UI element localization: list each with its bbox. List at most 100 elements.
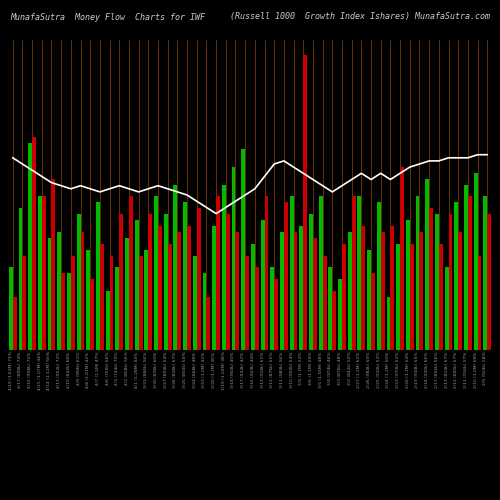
Bar (110, 256, 114, 350)
Bar (420, 232, 424, 350)
Text: MunafaSutra  Money Flow  Charts for IWF: MunafaSutra Money Flow Charts for IWF (10, 12, 205, 22)
Bar (304, 55, 307, 350)
Bar (212, 226, 216, 350)
Bar (284, 202, 288, 350)
Bar (400, 167, 404, 350)
Bar (280, 232, 284, 350)
Bar (386, 297, 390, 350)
Bar (444, 268, 448, 350)
Bar (32, 138, 36, 350)
Bar (439, 244, 442, 350)
Bar (371, 273, 375, 350)
Bar (129, 196, 133, 350)
Bar (38, 196, 42, 350)
Bar (61, 273, 65, 350)
Bar (22, 256, 26, 350)
Bar (342, 244, 346, 350)
Bar (96, 202, 100, 350)
Bar (322, 256, 326, 350)
Bar (222, 184, 226, 350)
Bar (236, 232, 240, 350)
Bar (80, 232, 84, 350)
Bar (232, 167, 235, 350)
Bar (290, 196, 294, 350)
Bar (76, 214, 80, 350)
Bar (9, 268, 13, 350)
Bar (332, 291, 336, 350)
Bar (468, 196, 472, 350)
Bar (300, 226, 304, 350)
Bar (348, 232, 352, 350)
Bar (183, 202, 187, 350)
Bar (206, 297, 210, 350)
Bar (406, 220, 410, 350)
Bar (313, 238, 317, 350)
Bar (86, 250, 90, 350)
Bar (426, 179, 429, 350)
Bar (294, 232, 298, 350)
Bar (270, 268, 274, 350)
Bar (120, 214, 123, 350)
Bar (164, 214, 168, 350)
Bar (202, 273, 206, 350)
Bar (100, 244, 104, 350)
Bar (448, 214, 452, 350)
Bar (251, 244, 255, 350)
Bar (488, 214, 491, 350)
Bar (106, 291, 110, 350)
Bar (18, 208, 22, 350)
Bar (429, 208, 433, 350)
Bar (380, 232, 384, 350)
Bar (148, 214, 152, 350)
Bar (48, 238, 52, 350)
Bar (187, 226, 191, 350)
Bar (178, 232, 181, 350)
Bar (410, 244, 414, 350)
Bar (464, 184, 468, 350)
Bar (71, 256, 74, 350)
Bar (474, 173, 478, 350)
Bar (352, 196, 356, 350)
Bar (484, 196, 488, 350)
Bar (135, 220, 138, 350)
Bar (264, 196, 268, 350)
Bar (458, 232, 462, 350)
Bar (478, 256, 482, 350)
Bar (367, 250, 371, 350)
Bar (309, 214, 313, 350)
Bar (255, 268, 258, 350)
Bar (196, 208, 200, 350)
Bar (260, 220, 264, 350)
Bar (377, 202, 380, 350)
Bar (144, 250, 148, 350)
Bar (90, 279, 94, 350)
Bar (396, 244, 400, 350)
Bar (168, 244, 172, 350)
Bar (338, 279, 342, 350)
Bar (154, 196, 158, 350)
Bar (226, 214, 230, 350)
Bar (12, 297, 16, 350)
Bar (138, 256, 142, 350)
Text: (Russell 1000  Growth Index Ishares) MunafaSutra.com: (Russell 1000 Growth Index Ishares) Muna… (230, 12, 490, 22)
Bar (328, 268, 332, 350)
Bar (416, 196, 420, 350)
Bar (245, 256, 249, 350)
Bar (319, 196, 322, 350)
Bar (274, 279, 278, 350)
Bar (242, 149, 245, 350)
Bar (174, 184, 178, 350)
Bar (362, 226, 365, 350)
Bar (28, 144, 32, 350)
Bar (390, 226, 394, 350)
Bar (193, 256, 196, 350)
Bar (52, 179, 56, 350)
Bar (67, 273, 71, 350)
Bar (116, 268, 119, 350)
Bar (58, 232, 61, 350)
Bar (42, 196, 45, 350)
Bar (435, 214, 439, 350)
Bar (454, 202, 458, 350)
Bar (216, 196, 220, 350)
Bar (358, 196, 362, 350)
